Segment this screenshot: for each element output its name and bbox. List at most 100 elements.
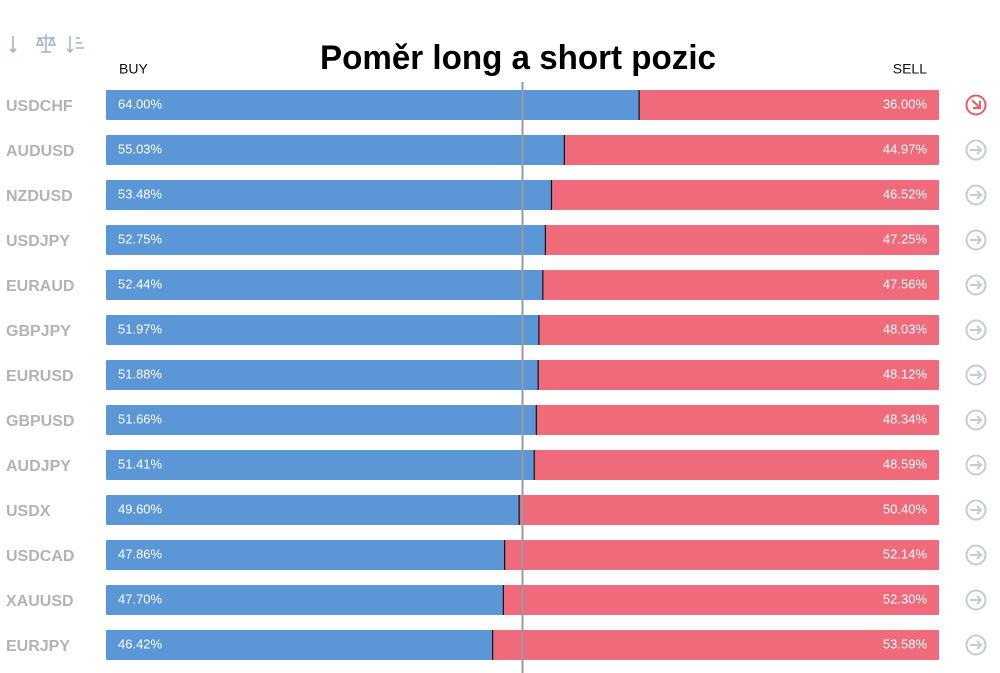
category-label: USDCHF bbox=[6, 98, 73, 115]
value-label: 47.56% bbox=[883, 276, 928, 291]
icon-arrow bbox=[970, 550, 983, 560]
icon-circle bbox=[965, 544, 987, 566]
value-label: 36.00% bbox=[883, 96, 928, 111]
icon-circle bbox=[965, 139, 987, 161]
value-label: 51.41% bbox=[118, 456, 163, 471]
icon-circle bbox=[965, 319, 987, 341]
category-label: GBPUSD bbox=[6, 413, 74, 430]
value-label: 47.86% bbox=[118, 546, 163, 561]
sort-list-icon[interactable] bbox=[66, 36, 84, 54]
value-label: 52.30% bbox=[883, 591, 928, 606]
trend-icon[interactable] bbox=[965, 229, 987, 251]
value-label: 55.03% bbox=[118, 141, 163, 156]
toolbar[interactable] bbox=[9, 34, 84, 54]
value-label: 52.44% bbox=[118, 276, 163, 291]
trend-icon[interactable] bbox=[965, 319, 987, 341]
sell-bar bbox=[538, 360, 939, 390]
value-label: 53.58% bbox=[883, 636, 928, 651]
icon-circle bbox=[965, 454, 987, 476]
chart-title: Poměr long a short pozic bbox=[320, 39, 716, 77]
buy-bar bbox=[106, 225, 546, 255]
balance-icon[interactable] bbox=[35, 34, 57, 53]
category-label: NZDUSD bbox=[6, 188, 73, 205]
icon-arrow bbox=[970, 595, 983, 605]
buy-bar bbox=[106, 180, 552, 210]
buy-bar bbox=[106, 495, 520, 525]
icon-circle bbox=[965, 589, 987, 611]
icon-arrow bbox=[970, 280, 983, 290]
trend-icon[interactable] bbox=[965, 184, 987, 206]
sell-bar bbox=[551, 180, 939, 210]
sell-bar bbox=[503, 585, 939, 615]
trend-icon[interactable] bbox=[965, 409, 987, 431]
buy-bar bbox=[106, 405, 537, 435]
buy-bar bbox=[106, 315, 539, 345]
value-label: 51.88% bbox=[118, 366, 163, 381]
trend-icon[interactable] bbox=[965, 94, 987, 116]
trend-icon[interactable] bbox=[965, 454, 987, 476]
value-label: 52.14% bbox=[883, 546, 928, 561]
category-label: EURUSD bbox=[6, 368, 74, 385]
icon-circle bbox=[965, 364, 987, 386]
icon-arrow bbox=[970, 505, 983, 515]
trend-icon[interactable] bbox=[965, 364, 987, 386]
sell-bar bbox=[504, 540, 939, 570]
sell-bar bbox=[536, 405, 939, 435]
sell-bar bbox=[639, 90, 939, 120]
buy-bar bbox=[106, 360, 539, 390]
icon-circle bbox=[965, 409, 987, 431]
legend-sell: SELL bbox=[893, 61, 927, 77]
trend-icon[interactable] bbox=[965, 634, 987, 656]
value-label: 46.52% bbox=[883, 186, 928, 201]
category-label: USDCAD bbox=[6, 548, 74, 565]
value-label: 51.66% bbox=[118, 411, 163, 426]
trend-icon[interactable] bbox=[965, 589, 987, 611]
category-label: XAUUSD bbox=[6, 593, 74, 610]
icon-arrow bbox=[970, 235, 983, 245]
buy-bar bbox=[106, 135, 565, 165]
buy-bar bbox=[106, 540, 505, 570]
sell-bar bbox=[542, 270, 939, 300]
value-label: 48.12% bbox=[883, 366, 928, 381]
trend-icon[interactable] bbox=[965, 139, 987, 161]
value-label: 48.59% bbox=[883, 456, 928, 471]
buy-bar bbox=[106, 90, 640, 120]
value-label: 52.75% bbox=[118, 231, 163, 246]
trend-icon[interactable] bbox=[965, 544, 987, 566]
value-label: 48.34% bbox=[883, 411, 928, 426]
value-label: 44.97% bbox=[883, 141, 928, 156]
icon-arrow bbox=[970, 370, 983, 380]
sort-alpha-icon[interactable] bbox=[9, 36, 17, 54]
buy-bar bbox=[106, 585, 504, 615]
category-label: AUDUSD bbox=[6, 143, 74, 160]
icon-circle bbox=[965, 499, 987, 521]
icon-arrow bbox=[971, 99, 981, 109]
category-label: EURAUD bbox=[6, 278, 74, 295]
icon-arrow bbox=[970, 640, 983, 650]
value-label: 47.70% bbox=[118, 591, 163, 606]
value-label: 48.03% bbox=[883, 321, 928, 336]
sell-bar bbox=[545, 225, 939, 255]
value-label: 51.97% bbox=[118, 321, 163, 336]
category-label: EURJPY bbox=[6, 638, 70, 655]
sell-bar bbox=[519, 495, 939, 525]
icon-circle bbox=[965, 229, 987, 251]
icon-arrow bbox=[970, 325, 983, 335]
icon-circle bbox=[965, 94, 987, 116]
value-label: 47.25% bbox=[883, 231, 928, 246]
icon-arrow bbox=[970, 460, 983, 470]
category-label: AUDJPY bbox=[6, 458, 71, 475]
sell-bar bbox=[564, 135, 939, 165]
buy-bar bbox=[106, 630, 493, 660]
trend-icon[interactable] bbox=[965, 274, 987, 296]
value-label: 49.60% bbox=[118, 501, 163, 516]
buy-bar bbox=[106, 270, 543, 300]
icon-circle bbox=[965, 634, 987, 656]
value-label: 46.42% bbox=[118, 636, 163, 651]
category-label: USDX bbox=[6, 503, 51, 520]
value-label: 64.00% bbox=[118, 96, 163, 111]
icon-arrow bbox=[970, 190, 983, 200]
buy-bar bbox=[106, 450, 535, 480]
trend-icon[interactable] bbox=[965, 499, 987, 521]
